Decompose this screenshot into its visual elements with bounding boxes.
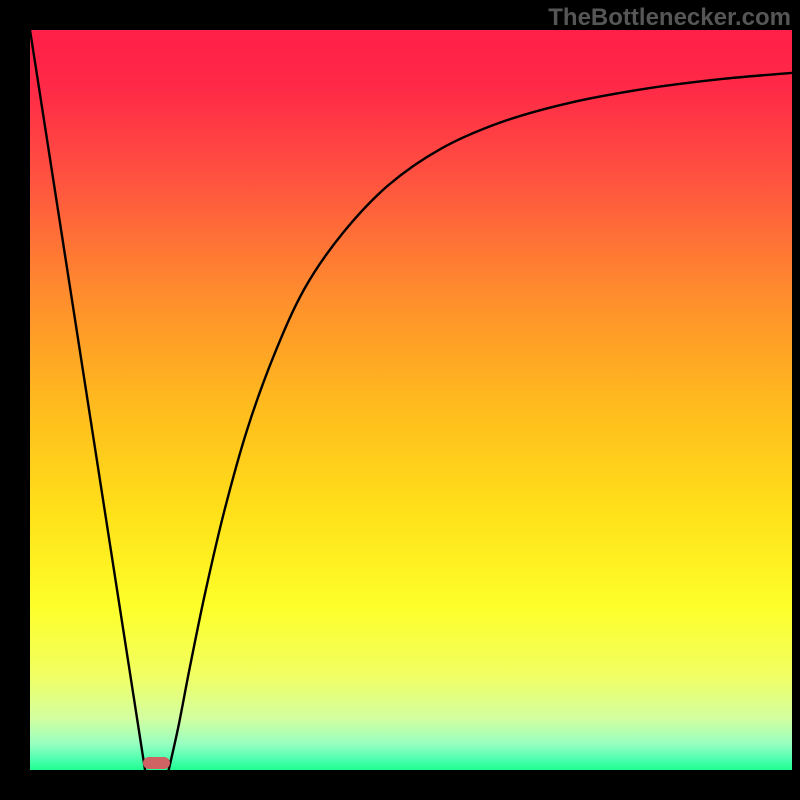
- chart-container: TheBottlenecker.com: [0, 0, 800, 800]
- left-line: [30, 30, 145, 770]
- watermark-text: TheBottlenecker.com: [548, 4, 791, 32]
- curve-layer: [0, 0, 800, 800]
- valley-marker: [143, 757, 170, 769]
- right-curve: [169, 73, 792, 770]
